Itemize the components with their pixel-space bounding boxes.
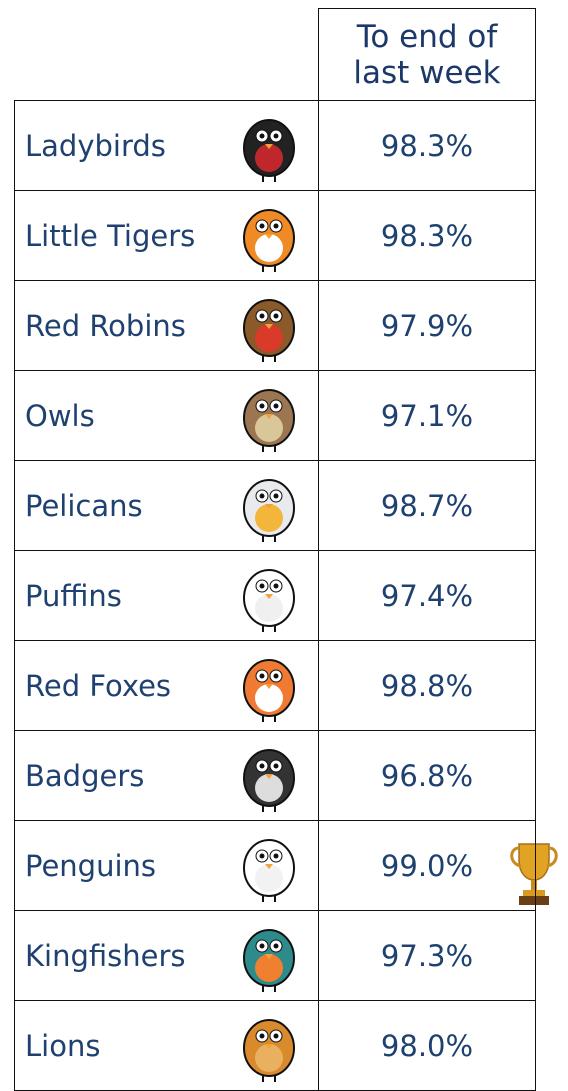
row-value: 97.4%: [381, 579, 473, 613]
row-name: Kingfishers: [25, 939, 186, 973]
row-value-cell: 98.8%: [318, 640, 536, 731]
row-name: Lions: [25, 1029, 100, 1063]
animal-icon: [236, 918, 302, 994]
animal-icon: [236, 198, 302, 274]
row-value-cell: 98.0%: [318, 1000, 536, 1091]
header-line: To end of: [357, 19, 498, 55]
animal-icon: [236, 738, 302, 814]
row-name: Pelicans: [25, 489, 143, 523]
animal-icon: [236, 108, 302, 184]
row-name: Penguins: [25, 849, 156, 883]
row-value-cell: 97.3%: [318, 910, 536, 1001]
row-value: 98.3%: [381, 129, 473, 163]
row-name: Little Tigers: [25, 219, 195, 253]
row-value: 98.3%: [381, 219, 473, 253]
row-value-cell: 97.1%: [318, 370, 536, 461]
animal-icon: [236, 1008, 302, 1084]
row-value: 97.9%: [381, 309, 473, 343]
row-value-cell: 97.4%: [318, 550, 536, 641]
page: {"header": {"lines": ["To end of", "last…: [0, 0, 568, 1088]
row-value: 97.1%: [381, 399, 473, 433]
row-name: Red Robins: [25, 309, 186, 343]
animal-icon: [236, 558, 302, 634]
row-value-cell: 98.3%: [318, 190, 536, 281]
header-line: last week: [353, 55, 500, 91]
animal-icon: [236, 378, 302, 454]
header-cell: To end of last week: [318, 8, 536, 101]
row-value: 98.8%: [381, 669, 473, 703]
row-value: 99.0%: [381, 849, 473, 883]
row-name: Owls: [25, 399, 95, 433]
row-name: Ladybirds: [25, 129, 166, 163]
row-value-cell: 98.3%: [318, 100, 536, 191]
row-value: 96.8%: [381, 759, 473, 793]
animal-icon: [236, 288, 302, 364]
row-value-cell: 98.7%: [318, 460, 536, 551]
row-value: 98.0%: [381, 1029, 473, 1063]
animal-icon: [236, 468, 302, 544]
animal-icon: [236, 648, 302, 724]
row-name: Badgers: [25, 759, 144, 793]
row-value-cell: 97.9%: [318, 280, 536, 371]
row-name: Puffins: [25, 579, 122, 613]
row-value-cell: 99.0%: [318, 820, 536, 911]
row-value: 98.7%: [381, 489, 473, 523]
row-value: 97.3%: [381, 939, 473, 973]
row-name: Red Foxes: [25, 669, 171, 703]
row-value-cell: 96.8%: [318, 730, 536, 821]
animal-icon: [236, 828, 302, 904]
